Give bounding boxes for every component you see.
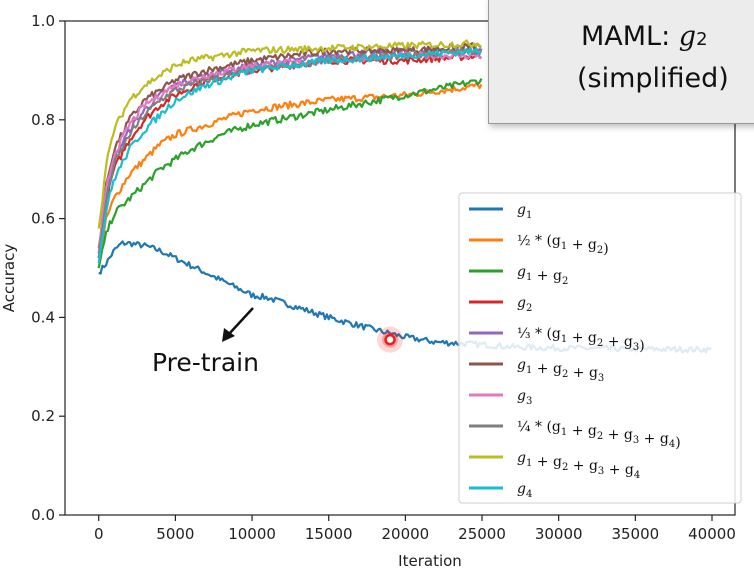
- x-tick-label: 40000: [688, 525, 736, 543]
- callout-prefix: MAML:: [581, 21, 679, 52]
- legend-label: g3: [517, 388, 532, 407]
- maml-callout: MAML: g2 (simplified): [488, 0, 754, 124]
- y-tick-label: 1.0: [31, 12, 55, 30]
- pretrain-label: Pre-train: [152, 348, 259, 377]
- x-tick-label: 25000: [458, 525, 506, 543]
- y-tick-label: 0.0: [31, 506, 55, 524]
- y-tick-label: 0.2: [31, 407, 55, 425]
- series-line-2: [97, 82, 483, 269]
- legend-label: g4: [517, 481, 532, 500]
- legend-label: g1: [517, 202, 532, 221]
- callout-sub: 2: [696, 29, 708, 50]
- pretrain-arrow-shaft: [228, 307, 254, 335]
- legend-label: g1 + g2: [517, 264, 568, 287]
- series-lines: [97, 39, 712, 354]
- legend-label: ¼ * (g1 + g2 + g3 + g4): [517, 419, 681, 451]
- legend-label: ½ * (g1 + g2): [517, 233, 609, 257]
- y-tick-label: 0.6: [31, 210, 55, 228]
- series-line-3: [97, 78, 483, 269]
- y-axis-title: Accuracy: [0, 244, 18, 313]
- legend-label: g2: [517, 295, 532, 314]
- x-tick-label: 5000: [156, 525, 194, 543]
- annotations: [222, 307, 404, 353]
- highlight-marker: [384, 333, 396, 346]
- y-tick-label: 0.8: [31, 111, 55, 129]
- legend-label: ⅓ * (g1 + g2 + g3): [517, 326, 645, 354]
- y-tick-label: 0.4: [31, 308, 55, 326]
- legend: g1 ½ * (g1 + g2) g1 + g2 g2 ⅓ * (g1 + g2 + g…: [458, 192, 742, 504]
- x-tick-label: 10000: [228, 525, 276, 543]
- x-tick-label: 35000: [611, 525, 659, 543]
- callout-subtitle: (simplified): [577, 63, 729, 94]
- pretrain-arrow-head: [222, 328, 235, 342]
- callout-title: MAML: g2: [581, 21, 708, 52]
- x-tick-label: 30000: [535, 525, 583, 543]
- legend-label: g1 + g2 + g3: [517, 357, 604, 384]
- series-line-6: [97, 42, 482, 249]
- series-line-9: [97, 39, 482, 229]
- x-tick-label: 0: [94, 525, 104, 543]
- legend-label: g1 + g2 + g3 + g4: [517, 450, 640, 481]
- callout-var: g: [678, 21, 697, 52]
- legend-box: [458, 192, 742, 504]
- x-axis-title: Iteration: [398, 552, 462, 570]
- x-tick-label: 15000: [305, 525, 353, 543]
- series-line-10: [97, 47, 483, 264]
- x-tick-label: 20000: [382, 525, 430, 543]
